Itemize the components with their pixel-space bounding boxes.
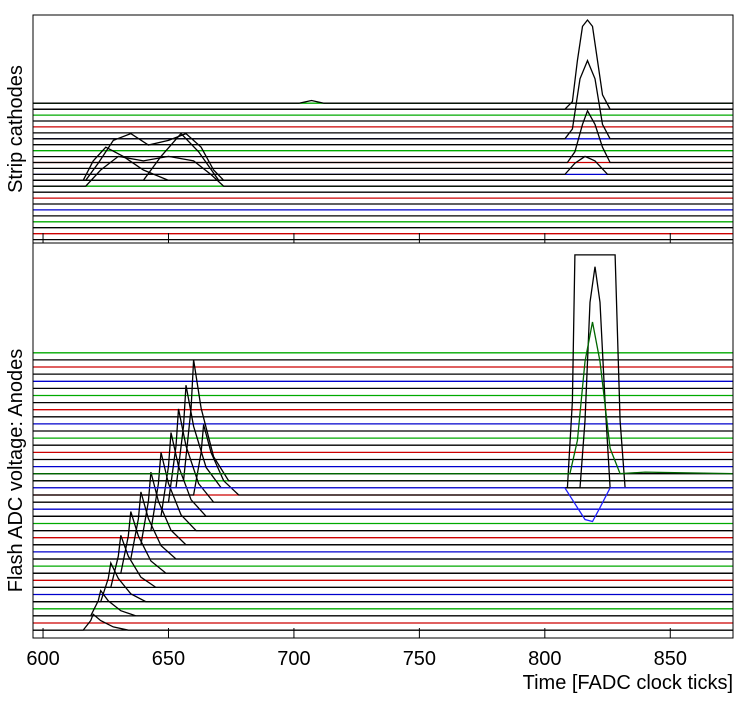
trace xyxy=(33,321,734,475)
x-tick-label: 650 xyxy=(152,648,185,670)
trace xyxy=(33,432,733,517)
trace xyxy=(33,109,733,164)
trace xyxy=(33,155,733,176)
trace xyxy=(33,385,733,489)
x-tick-label: 850 xyxy=(654,648,687,670)
x-axis-label: Time [FADC clock ticks] xyxy=(523,672,733,694)
trace xyxy=(33,132,733,181)
trace xyxy=(33,99,733,104)
trace xyxy=(33,589,733,617)
trace xyxy=(33,408,733,503)
plot-frame xyxy=(32,14,734,244)
trace xyxy=(33,266,733,489)
x-tick-label: 800 xyxy=(528,648,561,670)
trace xyxy=(33,491,733,560)
trace xyxy=(33,613,733,631)
x-tick-label: 750 xyxy=(403,648,436,670)
trace xyxy=(33,146,733,181)
trace xyxy=(33,535,733,589)
trace xyxy=(33,471,733,546)
trace xyxy=(33,560,733,603)
x-tick-label: 700 xyxy=(277,648,310,670)
plot-frame xyxy=(32,242,734,639)
trace xyxy=(33,155,733,187)
trace xyxy=(33,58,733,140)
trace xyxy=(33,359,733,482)
x-tick-label: 600 xyxy=(26,648,59,670)
trace xyxy=(33,511,733,574)
trace xyxy=(33,487,733,523)
y-axis-label: Strip cathodes xyxy=(5,65,27,193)
trace xyxy=(33,452,733,532)
trace xyxy=(33,18,733,110)
y-axis-label: Flash ADC voltage: Anodes xyxy=(5,349,27,592)
trace xyxy=(33,132,733,181)
